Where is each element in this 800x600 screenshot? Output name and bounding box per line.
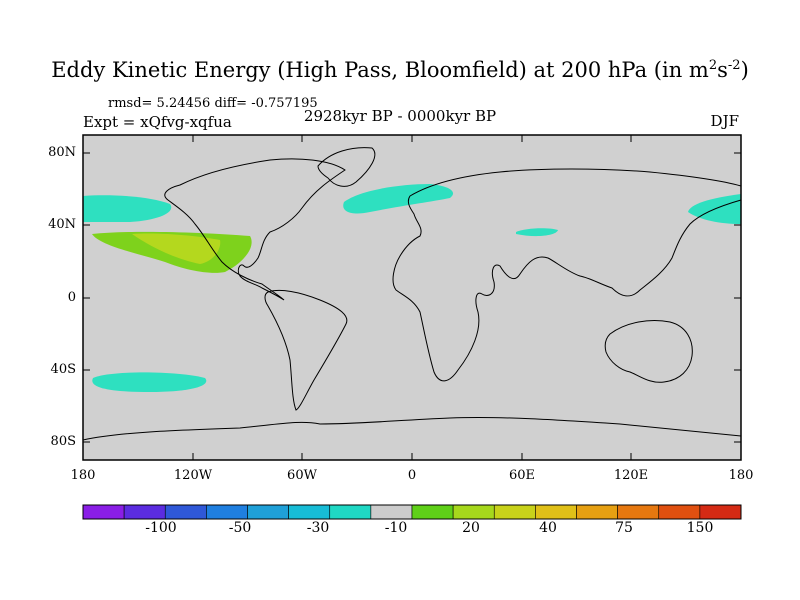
colorbar-swatch <box>123 504 166 520</box>
axis-ticks <box>83 135 741 460</box>
anomaly-cyan-spacific <box>92 372 207 392</box>
colorbar-swatch <box>164 504 207 520</box>
colorbar-swatch <box>288 504 331 520</box>
anomaly-yellowgreen-epacific <box>132 233 221 264</box>
colorbar-frame <box>82 504 742 520</box>
colorbar-swatch <box>411 504 454 520</box>
colorbar-swatch <box>329 504 372 520</box>
experiment-label: Expt = xQfvg-xqfua <box>83 113 232 131</box>
lon-label: 0 <box>407 468 417 483</box>
lon-label: 120W <box>173 468 213 483</box>
lon-label: 180 <box>728 468 754 483</box>
coast-north-america <box>164 158 346 301</box>
colorbar-swatch <box>370 504 413 520</box>
season-label: DJF <box>710 112 739 130</box>
lon-label: 60W <box>287 468 317 483</box>
lat-label: 0 <box>67 290 76 305</box>
anomaly-cyan-npacific-west <box>83 195 172 222</box>
colorbar-swatch <box>452 504 495 520</box>
colorbar-swatch <box>247 504 289 520</box>
colorbar-label: 75 <box>615 520 633 536</box>
colorbar-swatch <box>658 504 701 520</box>
coast-australia <box>604 320 693 383</box>
coast-greenland <box>317 147 376 187</box>
stats-text: rmsd= 5.24456 diff= -0.757195 <box>108 96 318 111</box>
colorbar-swatch <box>576 504 618 520</box>
colorbar-label: 40 <box>539 520 557 536</box>
colorbar-label: -100 <box>145 520 177 536</box>
lat-label: 80N <box>48 145 76 160</box>
colorbar-label: -30 <box>306 520 330 536</box>
colorbar-label: 150 <box>686 520 714 536</box>
colorbar-swatch <box>206 504 248 520</box>
map-title: Eddy Kinetic Energy (High Pass, Bloomfie… <box>51 58 749 82</box>
anomaly-regions <box>83 184 741 392</box>
anomaly-cyan-natlantic <box>343 184 454 214</box>
lat-label: 40N <box>48 217 76 232</box>
lat-label: 80S <box>50 434 76 449</box>
colorbar-label: 20 <box>462 520 480 536</box>
lon-label: 60E <box>508 468 536 483</box>
colorbar-swatch <box>699 504 742 520</box>
colorbar-swatch <box>493 504 536 520</box>
coast-antarctica <box>82 416 742 441</box>
coast-south-america <box>264 289 348 411</box>
colorbar-swatch <box>617 504 660 520</box>
colorbar-swatch <box>82 504 125 520</box>
anomaly-cyan-asia <box>516 228 558 237</box>
colorbar-label: -50 <box>228 520 252 536</box>
lat-label: 40S <box>50 362 76 377</box>
lon-label: 180 <box>70 468 96 483</box>
lon-label: 120E <box>613 468 649 483</box>
colorbar-swatch <box>535 504 577 520</box>
period-label: 2928kyr BP - 0000kyr BP <box>303 107 497 125</box>
colorbar <box>82 504 742 520</box>
colorbar-label: -10 <box>384 520 408 536</box>
